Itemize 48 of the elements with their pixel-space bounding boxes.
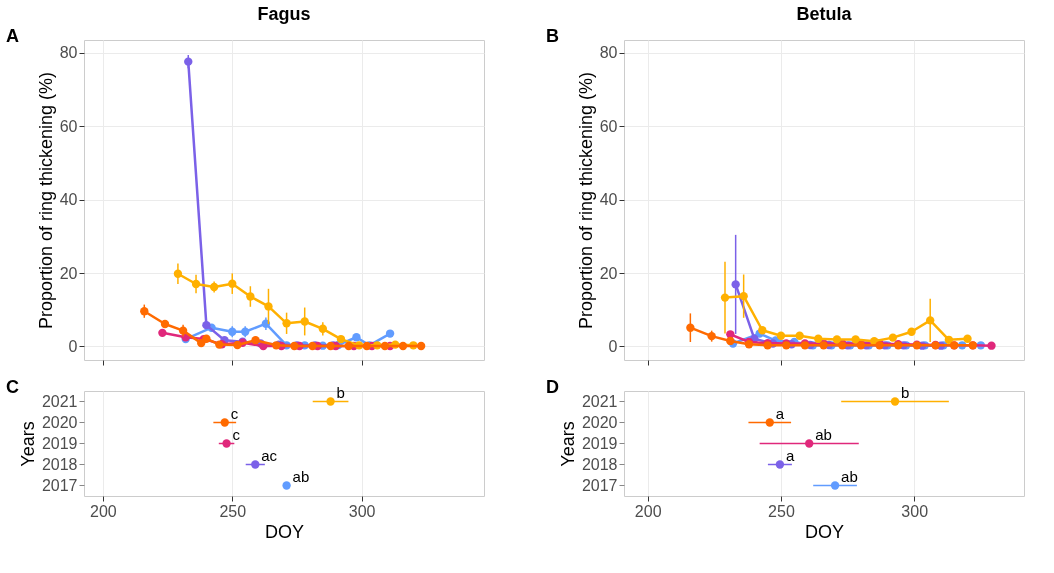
data-label: c xyxy=(232,425,241,443)
chart-title: Betula xyxy=(796,4,853,24)
y-tick-label: 2020 xyxy=(41,413,78,431)
y-axis-title: Proportion of ring thickening (%) xyxy=(575,71,596,330)
y-tick-label: 20 xyxy=(599,264,618,282)
y-tick-label: 40 xyxy=(59,191,78,209)
data-label: ab xyxy=(815,425,832,443)
x-axis-title: DOY xyxy=(804,521,845,542)
x-tick-label: 300 xyxy=(348,502,376,520)
x-tick-label: 300 xyxy=(901,502,929,520)
text: B xyxy=(546,26,559,46)
y-tick-label: 2017 xyxy=(41,476,78,494)
data-label: a xyxy=(785,446,795,464)
x-tick-label: 200 xyxy=(90,502,117,520)
data-label: ac xyxy=(261,446,278,464)
y-tick-label: 60 xyxy=(599,117,618,135)
y-tick-label: 80 xyxy=(59,44,78,62)
text: A xyxy=(6,26,19,46)
data-label: ab xyxy=(841,467,858,485)
x-tick-label: 250 xyxy=(219,502,247,520)
y-tick-label: 2019 xyxy=(581,434,618,452)
y-tick-label: 2020 xyxy=(581,413,618,431)
y-tick-label: 2017 xyxy=(581,476,618,494)
data-label: c xyxy=(230,404,239,422)
data-label: b xyxy=(901,383,910,401)
text: C xyxy=(6,377,19,397)
y-tick-label: 0 xyxy=(608,337,618,355)
y-tick-label: 40 xyxy=(599,191,618,209)
y-axis-title: Proportion of ring thickening (%) xyxy=(35,71,56,330)
x-tick-label: 250 xyxy=(768,502,795,520)
x-axis-title: DOY xyxy=(264,521,305,542)
y-tick-label: 80 xyxy=(599,44,618,62)
y-axis-title: Years xyxy=(17,421,38,467)
y-tick-label: 0 xyxy=(68,337,78,355)
y-axis-title: Years xyxy=(557,421,578,467)
y-tick-label: 2018 xyxy=(581,455,618,473)
chart-title: Fagus xyxy=(257,4,311,24)
y-tick-label: 2021 xyxy=(41,392,78,410)
y-tick-label: 2021 xyxy=(581,392,618,410)
data-label: ab xyxy=(292,467,310,485)
y-tick-label: 60 xyxy=(59,117,78,135)
y-tick-label: 2018 xyxy=(41,455,78,473)
x-tick-label: 200 xyxy=(634,502,662,520)
y-tick-label: 20 xyxy=(59,264,78,282)
y-tick-label: 2019 xyxy=(41,434,78,452)
data-label: b xyxy=(336,383,345,401)
data-label: a xyxy=(775,404,785,422)
text: D xyxy=(546,377,559,397)
